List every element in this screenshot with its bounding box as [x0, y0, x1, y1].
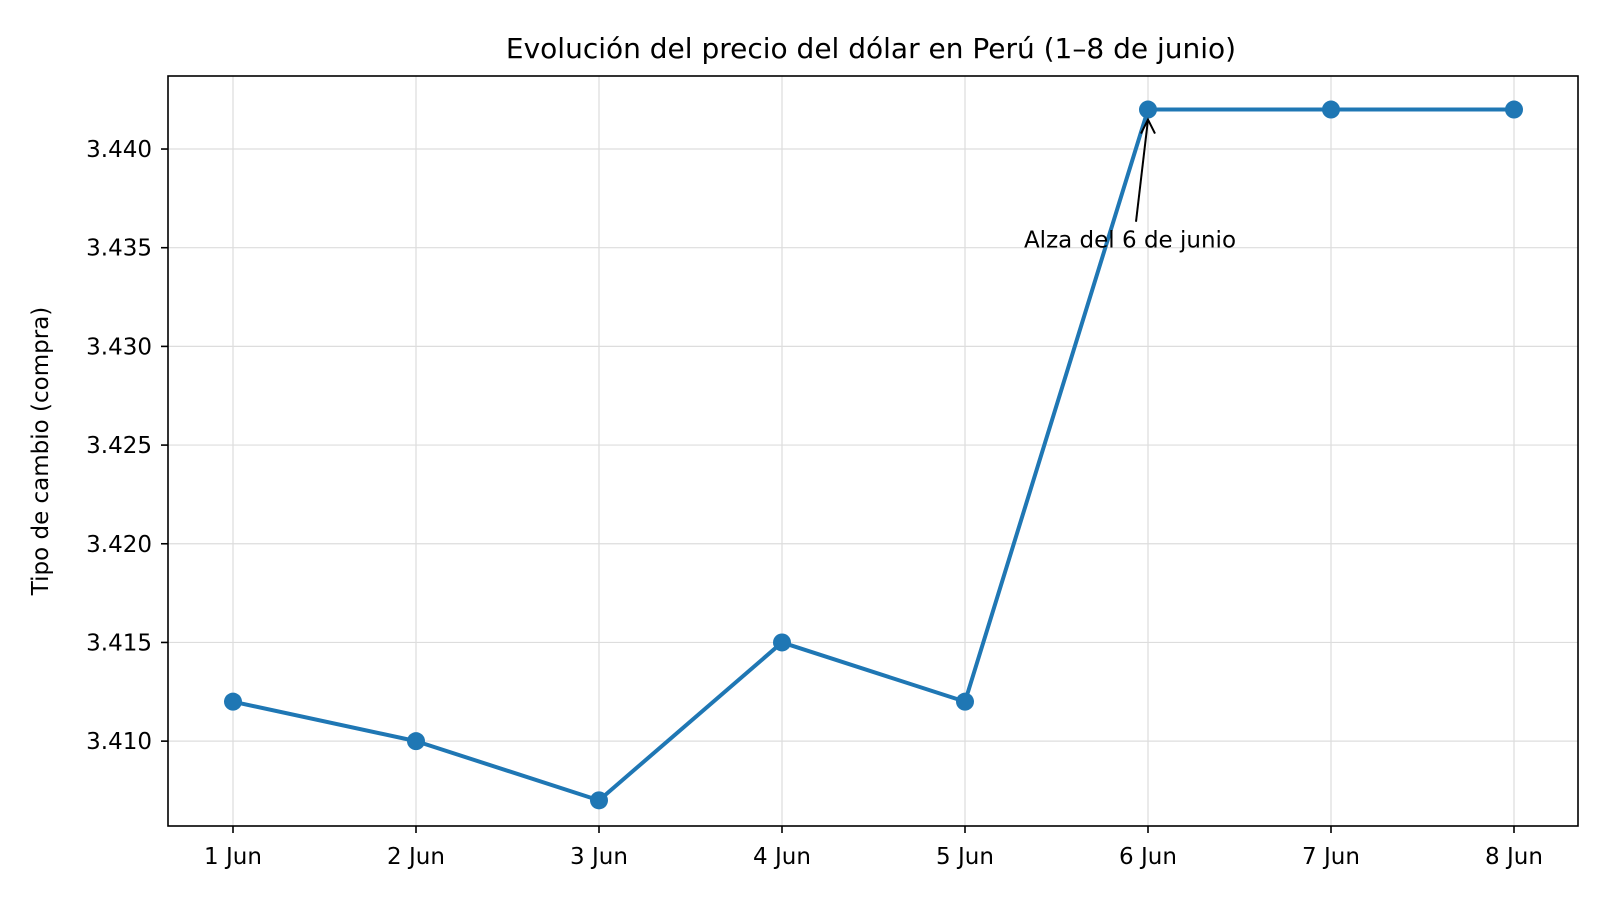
- x-tick-label: 7 Jun: [1302, 844, 1360, 870]
- x-axis-ticks: 1 Jun 2 Jun 3 Jun 4 Jun 5 Jun 6 Jun 7 Jun 8 Jun: [204, 826, 1543, 870]
- data-point: [224, 692, 242, 711]
- y-tick-label: 3.440: [86, 137, 152, 163]
- annotation-arrowhead: [1140, 117, 1156, 135]
- x-tick-label: 5 Jun: [936, 844, 994, 870]
- data-point: [1322, 100, 1340, 119]
- y-axis-label: Tipo de cambio (compra): [28, 307, 54, 597]
- series-layer: [224, 100, 1523, 810]
- y-tick-label: 3.425: [86, 433, 152, 459]
- data-point: [956, 692, 974, 711]
- data-point: [773, 633, 791, 652]
- y-tick-label: 3.430: [86, 334, 152, 360]
- grid-layer: [168, 76, 1578, 826]
- data-point: [407, 732, 425, 751]
- y-axis-ticks: 3.410 3.415 3.420 3.425 3.430 3.435 3.440: [86, 137, 168, 755]
- y-tick-label: 3.420: [86, 532, 152, 558]
- chart-title: Evolución del precio del dólar en Perú (…: [506, 32, 1236, 65]
- data-point: [590, 791, 608, 810]
- x-tick-label: 3 Jun: [570, 844, 628, 870]
- y-tick-label: 3.415: [86, 630, 152, 656]
- x-tick-label: 2 Jun: [387, 844, 445, 870]
- annotation-layer: Alza del 6 de junio: [1024, 117, 1236, 254]
- x-tick-label: 4 Jun: [753, 844, 811, 870]
- x-tick-label: 6 Jun: [1119, 844, 1177, 870]
- y-tick-label: 3.435: [86, 236, 152, 262]
- x-tick-label: 8 Jun: [1485, 844, 1543, 870]
- data-point: [1505, 100, 1523, 119]
- annotation-label: Alza del 6 de junio: [1024, 228, 1236, 254]
- annotation-arrow: [1135, 119, 1149, 222]
- x-tick-label: 1 Jun: [204, 844, 262, 870]
- y-tick-label: 3.410: [86, 729, 152, 755]
- series-line: [231, 107, 1516, 803]
- plot-area-frame: [167, 75, 1579, 827]
- data-point: [1139, 100, 1157, 119]
